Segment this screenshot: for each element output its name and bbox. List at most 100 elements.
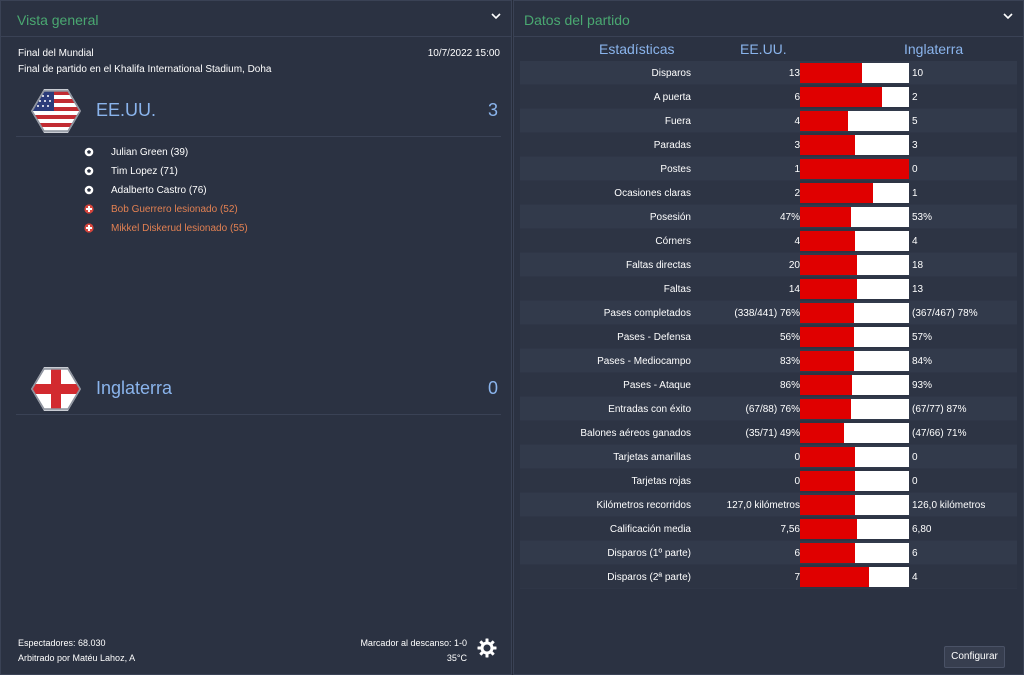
stat-row: Disparos 13 10 (520, 61, 1017, 85)
stat-comparison-bar (800, 351, 909, 371)
stat-home-value: 13 (788, 68, 800, 79)
stat-away-value: 0 (912, 164, 918, 175)
match-data-panel: Datos del partido Estadísticas EE.UU. In… (513, 0, 1024, 675)
overview-header: Vista general (1, 1, 511, 37)
stat-away-value: 4 (912, 572, 918, 583)
stat-comparison-bar (800, 519, 909, 539)
stat-label: Pases - Defensa (617, 332, 691, 343)
stat-comparison-bar (800, 327, 909, 347)
halftime-score: Marcador al descanso: 1-0 (360, 638, 467, 648)
stat-row: Balones aéreos ganados (35/71) 49% (47/66)… (520, 421, 1017, 445)
stat-label: Pases - Ataque (623, 380, 691, 391)
stat-comparison-bar (800, 303, 909, 323)
ball-icon (84, 185, 94, 195)
home-team-row: EE.UU. 3 (16, 85, 501, 137)
stats-table: Disparos 13 10 A puerta 6 2 Fuera 4 5 Paradas 3 3 Po… (520, 61, 1017, 589)
chevron-down-icon[interactable] (489, 9, 503, 23)
england-flag-badge-icon[interactable] (30, 365, 82, 413)
away-team-score: 0 (487, 378, 498, 398)
attendance-text: Espectadores: 68.030 (18, 638, 106, 648)
stat-home-fill (800, 423, 844, 443)
stat-row: Kilómetros recorridos 127,0 kilómetros 126… (520, 493, 1017, 517)
stat-home-fill (800, 159, 909, 179)
stat-label: Posesión (649, 212, 691, 223)
stat-label: A puerta (653, 92, 691, 103)
home-team-name[interactable]: EE.UU. (96, 100, 157, 120)
stat-label: Tarjetas amarillas (613, 452, 691, 463)
stat-row: Calificación media 7,56 6,80 (520, 517, 1017, 541)
stat-row: A puerta 6 2 (520, 85, 1017, 109)
stat-comparison-bar (800, 567, 909, 587)
stat-away-value: 2 (912, 92, 918, 103)
stat-home-fill (800, 135, 855, 155)
stat-comparison-bar (800, 543, 909, 563)
stat-home-fill (800, 111, 848, 131)
stat-row: Disparos (2ª parte) 7 4 (520, 565, 1017, 589)
stat-home-value: 0 (794, 452, 800, 463)
stat-row: Postes 1 0 (520, 157, 1017, 181)
stat-label: Disparos (651, 68, 691, 79)
event-text[interactable]: Bob Guerrero lesionado (52) (111, 204, 238, 215)
stat-home-value: 1 (794, 164, 800, 175)
stat-home-value: (35/71) 49% (745, 428, 800, 439)
event-text[interactable]: Mikkel Diskerud lesionado (55) (111, 223, 248, 234)
match-data-header: Datos del partido (514, 1, 1023, 37)
stat-away-value: 57% (912, 332, 933, 343)
match-data-title: Datos del partido (524, 12, 630, 28)
home-column-header[interactable]: EE.UU. (740, 41, 787, 57)
stat-home-fill (800, 183, 873, 203)
stat-away-value: 1 (912, 188, 918, 199)
stat-comparison-bar (800, 231, 909, 251)
stat-row: Pases - Ataque 86% 93% (520, 373, 1017, 397)
stat-home-value: 56% (779, 332, 800, 343)
stat-home-value: (338/441) 76% (734, 308, 800, 319)
stat-home-fill (800, 471, 855, 491)
stat-label: Córners (655, 236, 691, 247)
stat-label: Entradas con éxito (608, 404, 691, 415)
stat-home-value: 47% (779, 212, 800, 223)
configure-button[interactable]: Configurar (944, 646, 1005, 668)
stat-label: Disparos (2ª parte) (607, 572, 691, 583)
stat-row: Pases - Mediocampo 83% 84% (520, 349, 1017, 373)
stat-away-value: 0 (912, 452, 918, 463)
stat-home-fill (800, 399, 851, 419)
stat-label: Disparos (1º parte) (607, 548, 691, 559)
chevron-down-icon[interactable] (1001, 9, 1015, 23)
stat-row: Pases - Defensa 56% 57% (520, 325, 1017, 349)
usa-flag-badge-icon[interactable] (30, 87, 82, 135)
stat-away-value: 10 (912, 68, 924, 79)
stat-comparison-bar (800, 399, 909, 419)
away-column-header[interactable]: Inglaterra (904, 41, 964, 57)
referee-text: Arbitrado por Matéu Lahoz, A (18, 653, 136, 663)
stat-away-value: 84% (912, 356, 933, 367)
stat-comparison-bar (800, 135, 909, 155)
stat-home-fill (800, 447, 855, 467)
away-team-name[interactable]: Inglaterra (96, 378, 173, 398)
stat-away-value: 6,80 (912, 524, 932, 535)
event-text[interactable]: Tim Lopez (71) (111, 166, 178, 177)
stat-home-fill (800, 519, 857, 539)
gear-icon (477, 638, 497, 658)
stat-away-value: 53% (912, 212, 933, 223)
stat-comparison-bar (800, 423, 909, 443)
stat-home-fill (800, 63, 862, 83)
ball-icon (84, 166, 94, 176)
stat-comparison-bar (800, 111, 909, 131)
stat-comparison-bar (800, 87, 909, 107)
stat-row: Ocasiones claras 2 1 (520, 181, 1017, 205)
stat-row: Faltas directas 20 18 (520, 253, 1017, 277)
stat-home-fill (800, 231, 855, 251)
match-datetime: 10/7/2022 15:00 (427, 48, 500, 59)
stat-home-fill (800, 543, 855, 563)
stat-label: Pases completados (603, 308, 691, 319)
event-text[interactable]: Adalberto Castro (76) (111, 185, 207, 196)
away-team-row: Inglaterra 0 (16, 363, 501, 415)
stat-home-value: 6 (794, 548, 800, 559)
stat-comparison-bar (800, 255, 909, 275)
event-text[interactable]: Julian Green (39) (111, 147, 189, 158)
injury-cross-icon (84, 223, 94, 233)
stat-home-value: 4 (794, 116, 800, 127)
stat-away-value: 18 (912, 260, 924, 271)
stat-comparison-bar (800, 159, 909, 179)
competition-name: Final del Mundial (18, 48, 94, 59)
